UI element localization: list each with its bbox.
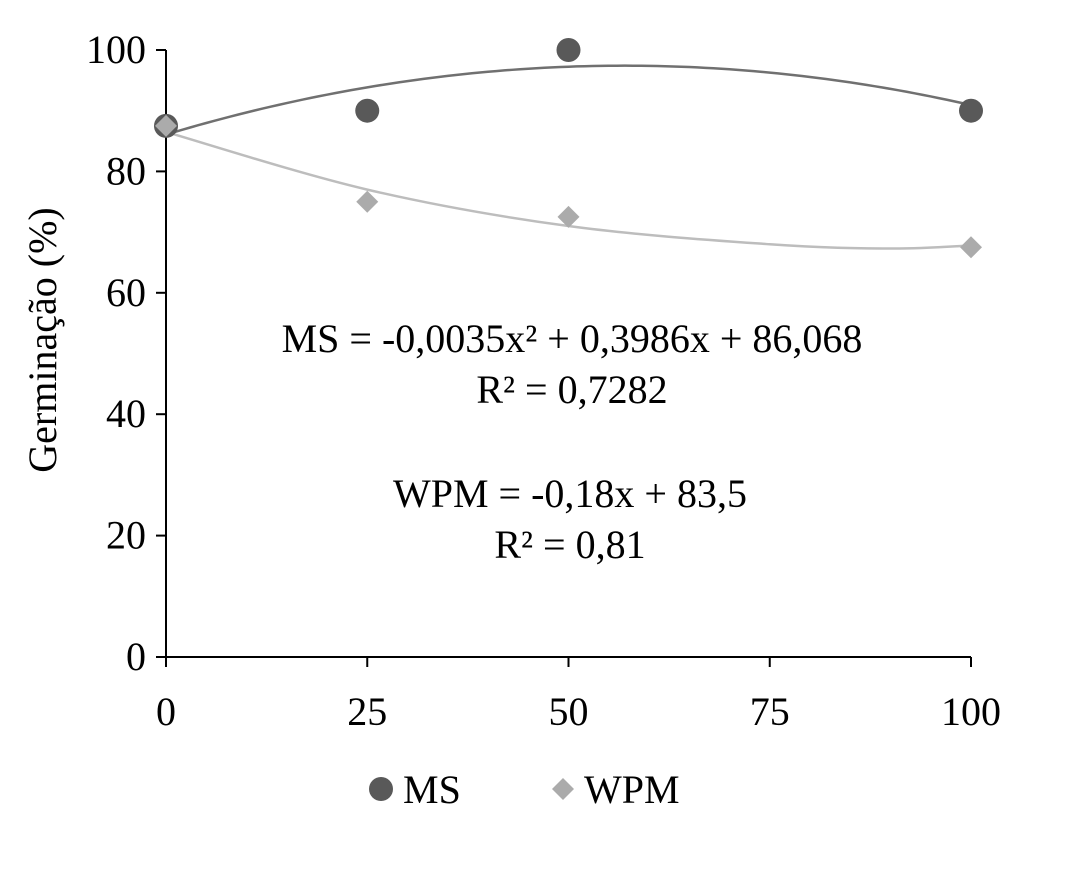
legend-wpm-label: WPM	[584, 767, 680, 812]
wpm-point	[557, 205, 580, 228]
legend-ms-marker	[369, 777, 393, 801]
legend: MS WPM	[369, 767, 680, 812]
wpm-trendline	[165, 130, 972, 250]
wpm-r-squared: R² = 0,81	[494, 522, 645, 567]
wpm-point	[960, 236, 982, 259]
x-tick-label: 100	[941, 689, 1001, 734]
wpm-point	[356, 190, 379, 213]
y-tick-label: 0	[126, 634, 146, 679]
ms-trendline	[165, 64, 972, 136]
tick-labels: 0 20 40 60 80 100 0 25 50 75 100	[86, 27, 1001, 734]
y-tick-label: 60	[106, 270, 146, 315]
x-tick-label: 50	[549, 689, 589, 734]
legend-ms-label: MS	[403, 767, 461, 812]
wpm-equation: WPM = -0,18x + 83,5	[393, 471, 747, 516]
ms-equation: MS = -0,0035x² + 0,3986x + 86,068	[282, 316, 863, 361]
y-tick-label: 40	[106, 391, 146, 436]
y-tick-label: 80	[106, 148, 146, 193]
ms-r-squared: R² = 0,7282	[476, 367, 667, 412]
y-tick-label: 20	[106, 513, 146, 558]
ms-point	[556, 38, 581, 62]
wpm-point	[155, 114, 177, 137]
y-tick-label: 100	[86, 27, 146, 72]
ms-point	[959, 98, 983, 123]
ms-point	[355, 98, 380, 123]
y-axis-title: Germinação (%)	[20, 207, 65, 472]
trendline-layer	[165, 64, 972, 250]
tick-marks	[156, 49, 972, 667]
x-tick-label: 0	[156, 689, 176, 734]
x-tick-label: 25	[347, 689, 387, 734]
x-tick-label: 75	[750, 689, 790, 734]
data-points	[154, 38, 983, 259]
legend-wpm-marker	[552, 778, 574, 800]
